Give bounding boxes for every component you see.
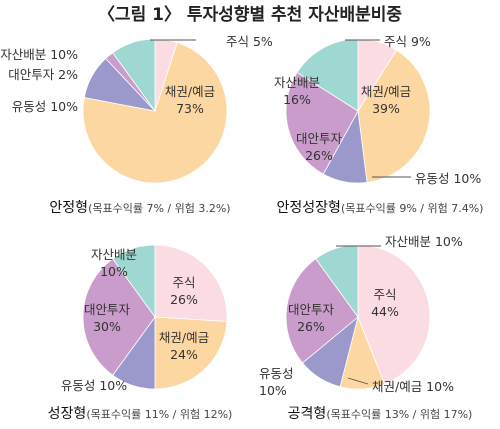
slice-label: 대안투자 2% — [8, 67, 78, 82]
slice-label: 유동성 10% — [12, 99, 78, 114]
leader-line — [347, 377, 369, 385]
pie-chart-1: 주식 5% 채권/예금 73% 유동성 10% 대안투자 2% 자산배분 10% 안정형(목… — [0, 34, 273, 216]
slice-label: 주식 9% — [384, 34, 431, 49]
slice-주식 — [154, 244, 228, 322]
slice-자산배분 — [315, 244, 359, 319]
slice-value: 26% — [170, 292, 198, 307]
slice-value: 26% — [297, 319, 325, 334]
slice-label: 유동성 10% — [61, 378, 127, 393]
slice-label: 주식 — [172, 275, 195, 290]
slice-label: 채권/예금 — [165, 84, 215, 99]
chart-caption: 안정성장형(목표수익률 9% / 위험 7.4%) — [277, 200, 484, 216]
slice-label: 주식 — [373, 287, 396, 302]
slice-label: 유동성 — [259, 366, 294, 381]
slice-value: 73% — [176, 101, 204, 116]
slice-value: 39% — [372, 101, 400, 116]
slice-label: 주식 5% — [226, 34, 273, 49]
slice-자산배분 — [112, 38, 156, 113]
pie-chart-4: 주식 44% 채권/예금 10% 유동성 10% 대안투자 26% 자산배분 10% 공격형(목… — [259, 234, 472, 422]
slice-value: 16% — [283, 92, 311, 107]
slice-value: 10% — [100, 264, 128, 279]
slice-label: 자산배분 — [91, 247, 137, 262]
slice-value: 24% — [170, 347, 198, 362]
slice-채권-예금 — [154, 316, 228, 390]
chart-caption: 성장형(목표수익률 11% / 위험 12%) — [48, 406, 233, 422]
slice-value: 30% — [93, 319, 121, 334]
slice-대안투자 — [285, 71, 359, 175]
slice-자산배분 — [296, 38, 359, 112]
slice-label: 유동성 10% — [415, 171, 481, 186]
slice-대안투자 — [285, 258, 359, 364]
slice-주식 — [357, 244, 431, 385]
slice-label: 자산배분 — [274, 75, 320, 90]
slice-label: 자산배분 10% — [0, 47, 78, 62]
slice-label: 대안투자 — [84, 302, 131, 317]
slice-채권-예금 — [82, 42, 228, 184]
slice-value: 26% — [305, 148, 333, 163]
slice-label: 대안투자 — [288, 302, 335, 317]
chart-caption: 공격형(목표수익률 13% / 위험 17%) — [288, 406, 473, 422]
slice-value: 44% — [371, 304, 399, 319]
slice-label: 대안투자 — [296, 131, 343, 146]
chart-caption: 안정형(목표수익률 7% / 위험 3.2%) — [49, 200, 230, 216]
slice-label: 자산배분 10% — [385, 234, 463, 249]
slice-label: 채권/예금 10% — [372, 379, 454, 394]
slice-자산배분 — [112, 244, 156, 319]
slice-label: 채권/예금 — [159, 330, 209, 345]
slice-value: 10% — [259, 383, 287, 398]
slice-label: 채권/예금 — [361, 84, 411, 99]
slice-대안투자 — [82, 258, 156, 376]
figure-title: 〈그림 1〉 투자성향별 추천 자산배분비중 — [98, 4, 402, 25]
pie-chart-2: 주식 9% 채권/예금 39% 유동성 10% 대안투자 26% 자산배분 16% 안정성장형(… — [274, 34, 483, 216]
pie-chart-3: 주식 26% 채권/예금 24% 유동성 10% 대안투자 30% 자산배분 10% 성장형(목표… — [48, 244, 233, 422]
